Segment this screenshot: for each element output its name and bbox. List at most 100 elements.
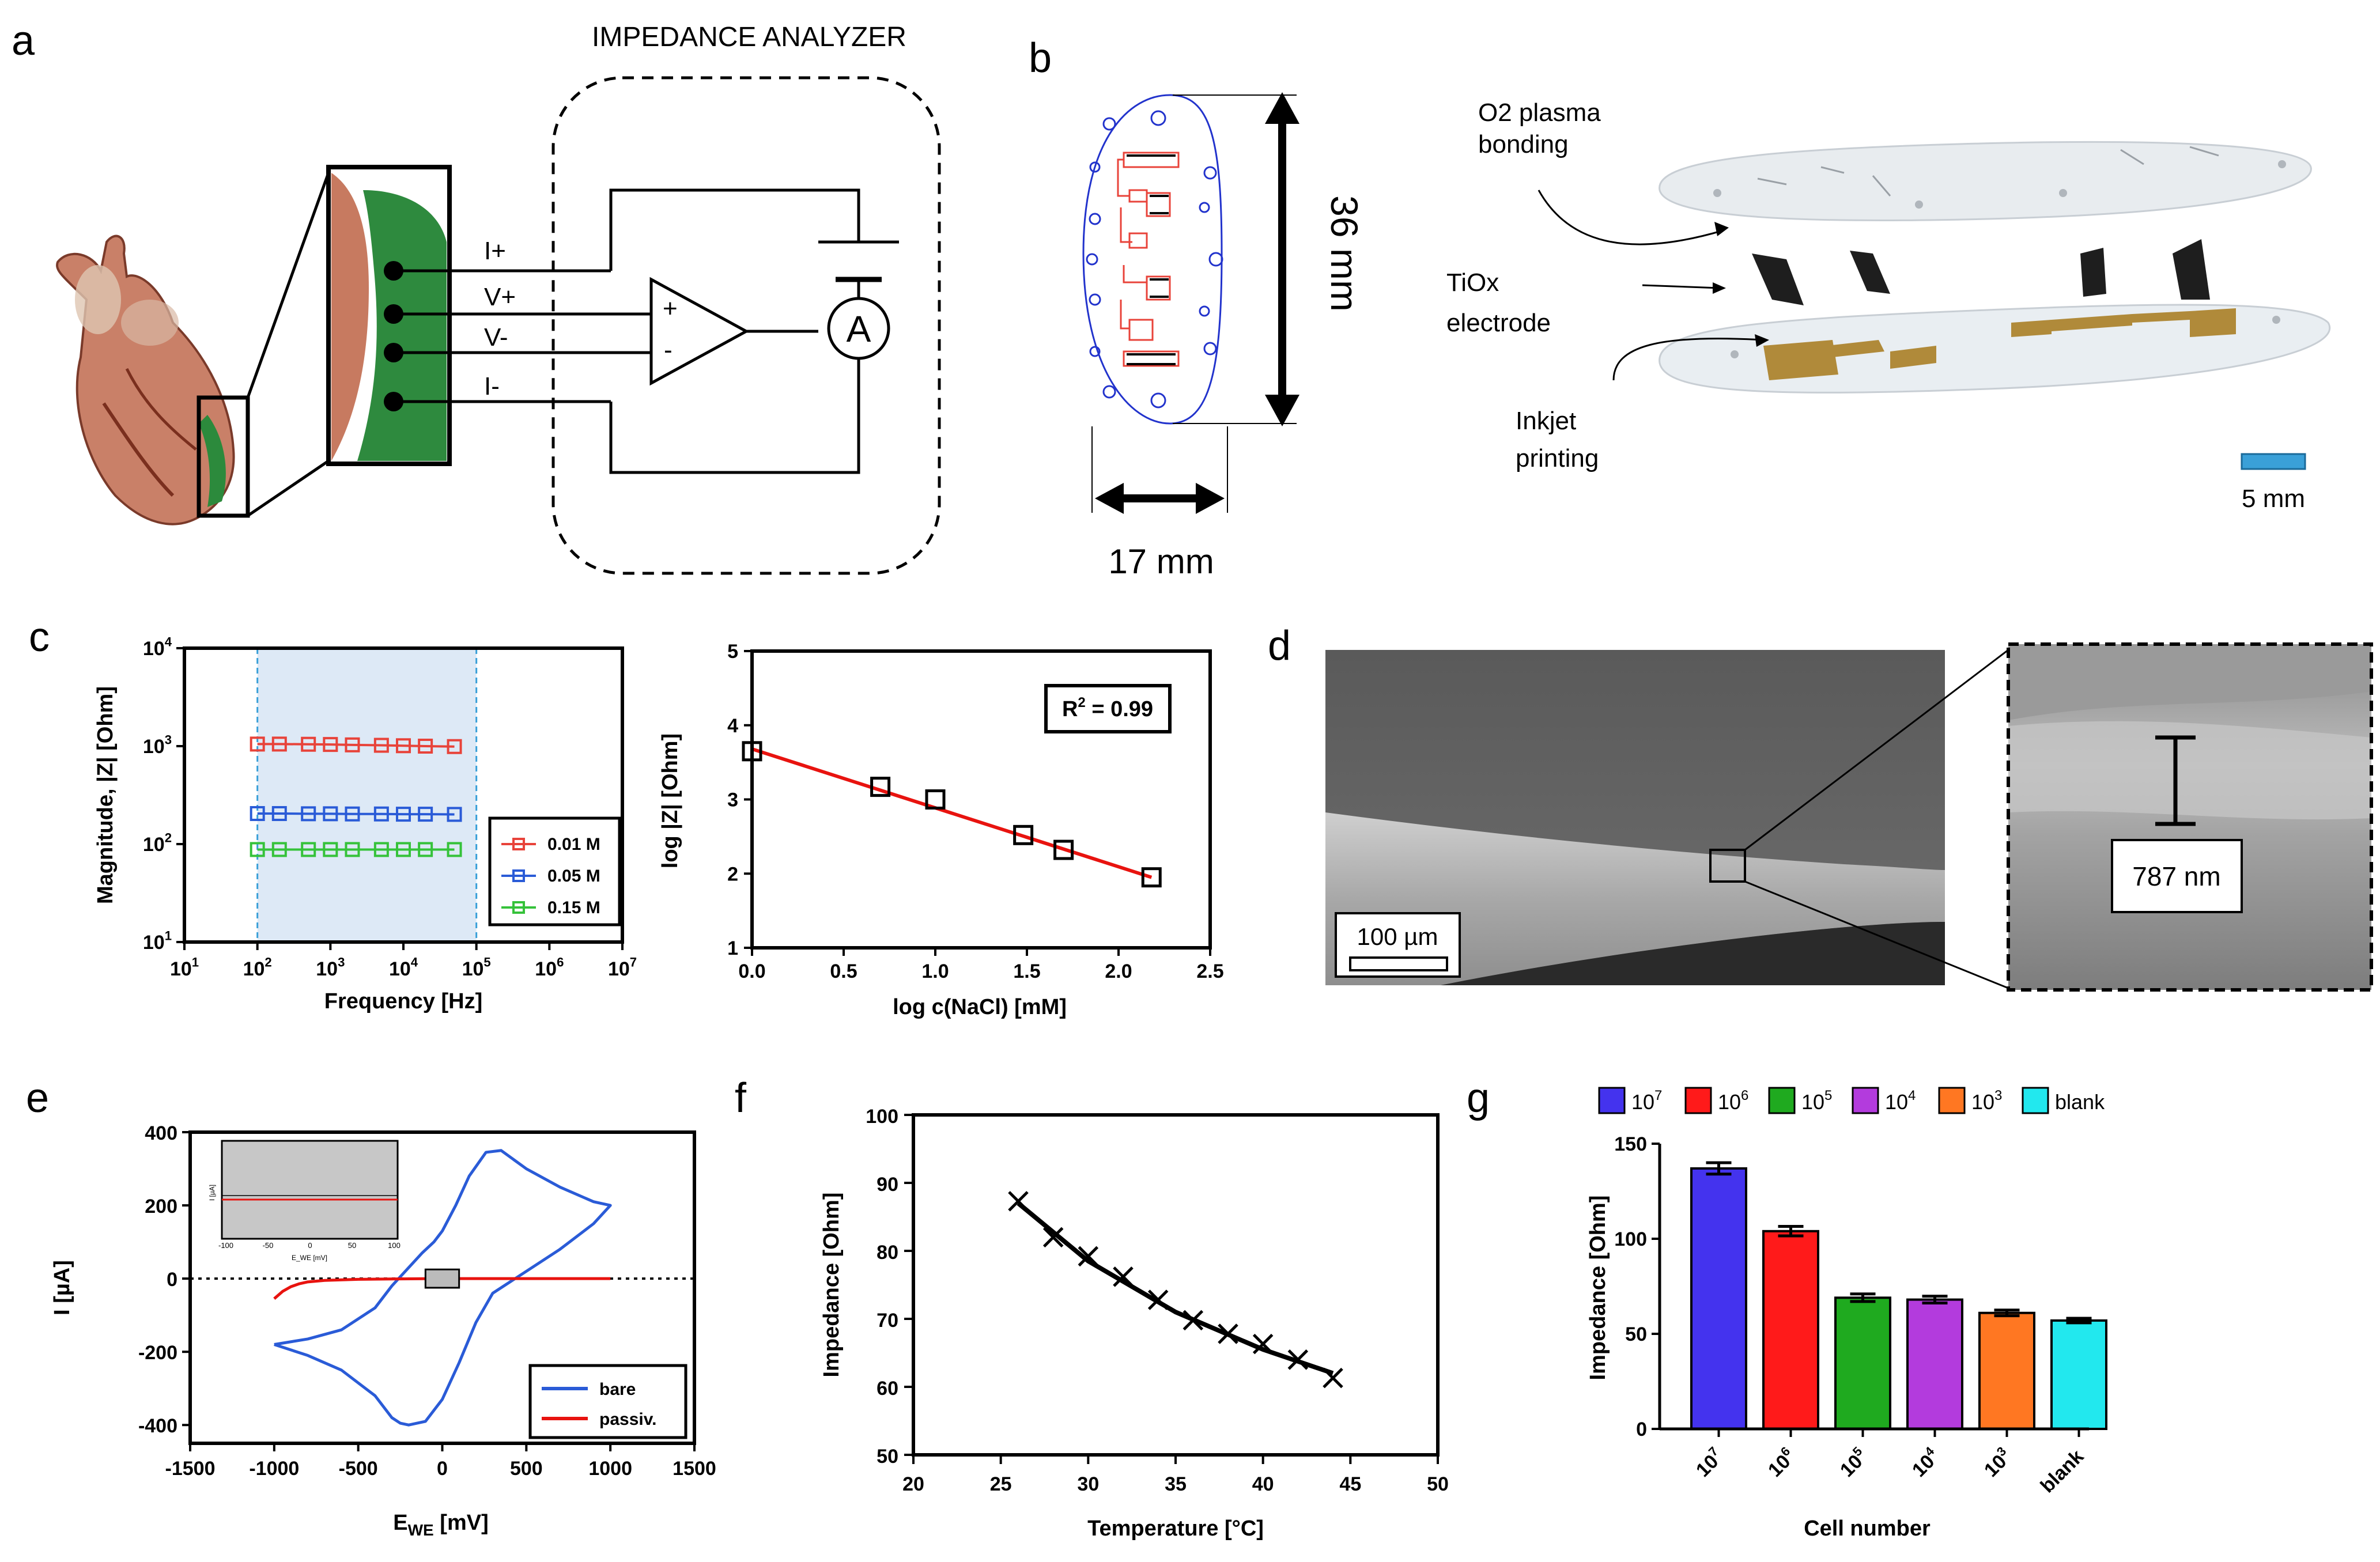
chart-c-left-point [345, 806, 360, 822]
chart-c-left-ytick-label: 102 [143, 831, 172, 856]
chart-e-legend [528, 1364, 687, 1439]
chart-c-right-fit-line [751, 747, 1153, 879]
chart-g-error-bar [1778, 1225, 1804, 1238]
chart-c-right-point [1053, 839, 1074, 860]
chart-g-xtick-label: 104 [1906, 1443, 1944, 1481]
chart-c-left-point [250, 736, 265, 752]
chart-c-right-point [1141, 867, 1162, 888]
chart-c-left-point [373, 737, 389, 753]
chart-c-left-point [301, 842, 316, 857]
inkjet-label-line1: Inkjet [1516, 407, 1576, 435]
chart-e-inset-xlabel: E_WE [mV] [292, 1254, 327, 1262]
chart-c-left-point [345, 842, 360, 857]
chart-c-left-xtick-label: 107 [608, 955, 637, 980]
chart-c-left-legend-marker [512, 901, 525, 914]
chart-g-xtick-label: 106 [1762, 1444, 1800, 1481]
chart-f-xlabel: Temperature [°C] [1087, 1516, 1264, 1541]
chart-c-left-point [323, 737, 338, 752]
chart-g-bar [2050, 1319, 2107, 1430]
opamp-symbol [649, 277, 750, 386]
chart-c-left-point [447, 842, 462, 857]
chart-e-ytick-label: -400 [138, 1415, 177, 1437]
chart-c-left-point [447, 739, 462, 754]
chart-c-right-xtick-label: 1.5 [1013, 960, 1040, 982]
chart-e-inset-xtick-label: -100 [218, 1241, 233, 1250]
chart-c-right-r2-label: R2 = 0.99 [1062, 695, 1153, 721]
thickness-label-box [2111, 839, 2243, 913]
panel-a: A + - I+ V+ V- I- IMPEDANCE ANALYZER [56, 22, 941, 575]
chart-e-legend-label: bare [599, 1380, 636, 1399]
chart-f-point [1078, 1246, 1099, 1267]
chart-c-left-ytick-label: 103 [143, 733, 172, 758]
width-dimension-label: 17 mm [1108, 542, 1214, 581]
chart-c-left-point [271, 842, 287, 857]
lead-label-iminus: I- [484, 372, 500, 400]
chart-c-right-ylabel: log |Z| [Ohm] [658, 733, 682, 868]
circuit-wires [394, 188, 860, 474]
chart-e-ytick-label: 400 [145, 1122, 177, 1144]
opamp-plus: + [663, 294, 678, 323]
chart-f-ytick-label: 50 [877, 1446, 898, 1468]
chart-c-left-xtick-label: 104 [389, 955, 418, 980]
chart-f-xtick-label: 40 [1252, 1473, 1274, 1495]
chart-e-legend-label: passiv. [599, 1410, 657, 1429]
device-top-layer [1659, 141, 2312, 222]
chart-c-right-ytick-label: 2 [727, 863, 738, 885]
chart-e-ytick-label: -200 [138, 1342, 177, 1364]
chart-g-legend-label: 104 [1885, 1088, 1916, 1114]
panel-c-right-chart: 0.0 0.5 1.0 1.5 2.0 2.5 1 2 3 4 5 log c(NaCl) [mM… [658, 641, 1224, 1019]
chart-f-point [1323, 1367, 1343, 1389]
chart-g-ytick-label: 100 [1614, 1228, 1647, 1250]
battery-symbol [818, 240, 899, 282]
chart-c-left-point [396, 842, 411, 857]
chart-c-right-ytick-label: 5 [727, 641, 738, 663]
chart-c-left-point [418, 739, 433, 754]
chart-c-left-point [323, 806, 338, 822]
analyzer-title: IMPEDANCE ANALYZER [592, 22, 906, 52]
chart-f-point [1147, 1289, 1169, 1310]
panel-label-e: e [26, 1075, 49, 1121]
opamp-minus: - [664, 336, 673, 364]
inkjet-label-line2: printing [1516, 444, 1599, 472]
chart-f-ytick-label: 100 [866, 1106, 898, 1128]
chart-c-left-xlabel: Frequency [Hz] [324, 989, 482, 1013]
panel-d: 100 µm 787 nm [1325, 642, 2373, 992]
chart-g-bar [1906, 1298, 1963, 1431]
chart-g-legend-label: 107 [1631, 1088, 1662, 1114]
chart-f-xtick-label: 20 [902, 1473, 924, 1495]
panel-c-left-chart: 101 102 103 104 105 106 107 101 102 103 104 Frequ… [93, 635, 637, 1013]
chart-f-xtick-label: 35 [1165, 1473, 1187, 1495]
chart-c-left-point [301, 806, 316, 822]
lead-label-vminus: V- [484, 323, 508, 351]
chart-g-ytick-label: 50 [1625, 1323, 1647, 1345]
tiox-label-line1: TiOx [1446, 268, 1499, 297]
chart-g-legend-swatch [2022, 1087, 2049, 1114]
chart-f-point [1183, 1310, 1204, 1331]
chart-e-inset-ylabel: I [µA] [208, 1185, 216, 1201]
chart-f-ytick-label: 80 [877, 1242, 898, 1264]
chart-f-xtick-label: 45 [1339, 1473, 1361, 1495]
height-dimension-label: 36 mm [1323, 195, 1366, 312]
chart-e-ytick-label: 200 [145, 1196, 177, 1217]
panel-label-a: a [12, 18, 35, 64]
thickness-marker [2155, 735, 2196, 826]
panel-label-c: c [29, 614, 50, 660]
chart-e-xtick-label: -500 [339, 1458, 378, 1480]
chart-c-left-shaded-region [257, 648, 477, 942]
chart-e-xtick-label: 1000 [588, 1458, 632, 1480]
chart-c-left-point [250, 842, 265, 857]
ammeter-label: A [847, 308, 871, 350]
layer-arrows [1537, 190, 1764, 381]
chart-c-left-point [271, 806, 287, 822]
chart-c-right-ytick-label: 4 [727, 715, 738, 737]
chart-g-legend-swatch [1938, 1087, 1966, 1114]
ammeter-symbol [827, 297, 890, 360]
chart-c-right-xtick-label: 0.0 [738, 960, 765, 982]
panel-label-b: b [1029, 35, 1052, 81]
chart-c-right-r2-box [1044, 684, 1172, 733]
lead-label-iplus: I+ [484, 237, 506, 265]
scale-bar-5mm [2241, 453, 2306, 470]
chart-f-ytick-label: 60 [877, 1378, 898, 1400]
chart-c-right-xlabel: log c(NaCl) [mM] [893, 995, 1067, 1019]
